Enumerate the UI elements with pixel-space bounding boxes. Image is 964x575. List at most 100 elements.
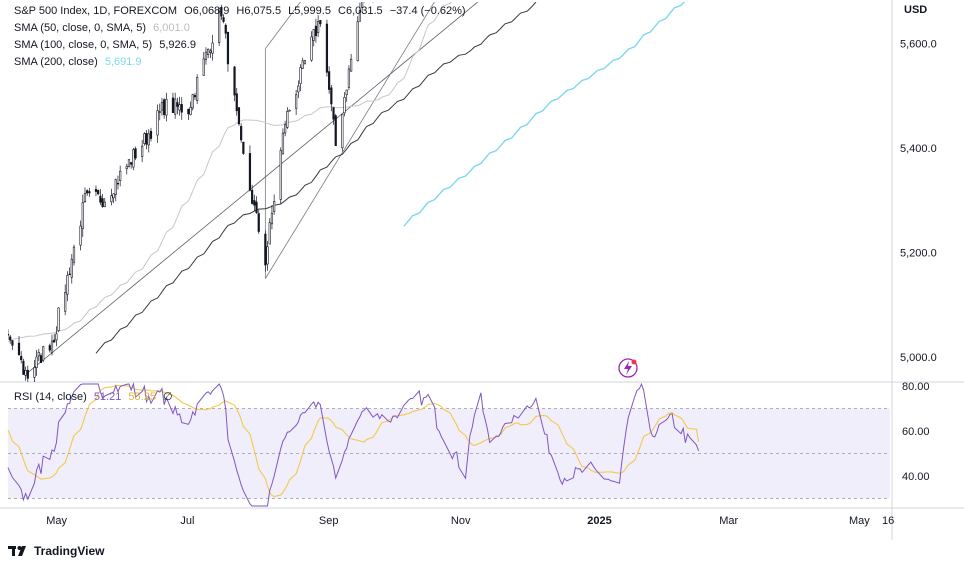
candle-body [53, 339, 56, 343]
sma50-value: 6,001.0 [153, 22, 190, 34]
candle-body [356, 21, 359, 62]
candle-body [39, 355, 43, 363]
main-pane [8, 2, 686, 382]
candle-body [160, 102, 164, 111]
candle-body [11, 340, 14, 346]
candle-body [130, 162, 133, 165]
candle-body [273, 201, 276, 212]
tradingview-logo-icon [8, 546, 26, 556]
rsi-tick-label: 60.00 [902, 426, 930, 438]
currency-label[interactable]: USD [904, 4, 928, 16]
candle-body [279, 150, 282, 200]
candle-body [264, 233, 267, 266]
sma100-value: 5,926.9 [159, 39, 196, 51]
candle-body [270, 212, 274, 225]
rsi-label: RSI (14, close) [14, 391, 87, 403]
candle-body [79, 225, 82, 246]
lightning-icon-dot [631, 359, 637, 365]
candle-body [125, 165, 128, 170]
candle-body [235, 93, 238, 112]
lightning-icon-ring [618, 358, 638, 378]
candle-body [68, 273, 71, 276]
candle-body [341, 113, 344, 149]
low-value: L5,999.5 [288, 5, 331, 17]
sma100-label: SMA (100, close, 0, SMA, 5) [14, 39, 153, 51]
sma200-label: SMA (200, close) [14, 56, 98, 68]
candle-body [189, 107, 192, 116]
time-tick-label: Nov [451, 515, 471, 527]
candle-body [317, 21, 320, 33]
candle-body [314, 25, 318, 37]
candle-body [325, 23, 329, 73]
price-tick-label: 5,000.0 [900, 352, 937, 364]
candle-body [147, 133, 150, 146]
price-tick-label: 5,400.0 [900, 143, 937, 155]
candle-body [242, 141, 245, 154]
candle-body [143, 133, 146, 144]
sma200-value: 5,691.9 [104, 56, 142, 68]
candle-body [101, 198, 104, 207]
candle-body [361, 2, 364, 8]
candle-body [310, 36, 313, 61]
brand[interactable]: TradingView [8, 544, 104, 558]
candle-body [48, 345, 51, 351]
candle-body [257, 213, 260, 232]
candle-body [64, 292, 67, 312]
sma200-line [403, 2, 686, 227]
legend-sma200[interactable]: SMA (200, close) 5,691.9 [14, 55, 146, 69]
candle-body [42, 346, 45, 361]
candle-body [328, 71, 331, 90]
channel-lower [265, 2, 435, 279]
candle-body [134, 148, 137, 159]
candle-body [132, 149, 135, 168]
candle-body [141, 145, 144, 157]
candle-body [35, 356, 38, 368]
candle-body [299, 67, 302, 84]
candle-body [26, 369, 29, 379]
candle-body [57, 307, 60, 331]
candle-body [176, 102, 179, 107]
candle-body [119, 170, 122, 181]
candle-body [191, 94, 194, 109]
brand-label: TradingView [34, 544, 105, 558]
candle-body [312, 29, 315, 41]
legend-rsi[interactable]: RSI (14, close) 51.21 55.25 ∅ [14, 390, 177, 404]
candle-body [97, 190, 100, 195]
candle-body [163, 99, 166, 116]
candle-body [248, 153, 252, 191]
candle-body [33, 367, 36, 378]
legend-sma50[interactable]: SMA (50, close, 0, SMA, 5) 6,001.0 [14, 21, 194, 35]
time-tick-label: 2025 [587, 515, 611, 527]
candle-body [211, 42, 214, 54]
candle-body [358, 10, 362, 22]
candle-body [297, 85, 300, 93]
candle-body [207, 48, 210, 56]
candle-body [251, 189, 254, 204]
candle-body [22, 360, 25, 375]
candle-body [72, 246, 76, 263]
candle-body [66, 275, 69, 295]
candle-body [178, 104, 181, 111]
candle-body [224, 24, 227, 34]
candle-body [187, 108, 190, 115]
candle-body [255, 201, 258, 213]
candle-body [343, 97, 346, 114]
close-value: C6,031.5 [338, 5, 383, 17]
symbol-title: S&P 500 Index, 1D, FOREXCOM [14, 5, 178, 17]
legend-sma100[interactable]: SMA (100, close, 0, SMA, 5) 5,926.9 [14, 38, 200, 52]
candle-body [171, 97, 175, 113]
candle-body [127, 159, 131, 167]
sma100-line [95, 2, 537, 354]
rsi-value: 51.21 [93, 391, 122, 403]
candle-body [319, 20, 322, 25]
open-value: O6,068.9 [184, 5, 230, 17]
candle-body [174, 98, 177, 115]
candle-body [347, 68, 351, 88]
time-tick-label: Sep [319, 515, 339, 527]
candle-body [345, 89, 348, 96]
candle-body [196, 77, 199, 101]
candle-body [86, 190, 89, 194]
candle-body [88, 191, 91, 194]
